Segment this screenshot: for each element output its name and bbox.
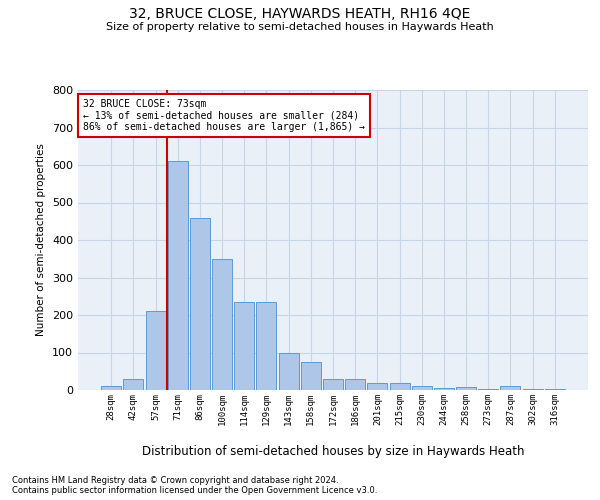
Bar bbox=[478, 389, 498, 390]
Bar bbox=[500, 386, 520, 390]
Bar bbox=[345, 379, 365, 390]
Bar bbox=[523, 389, 542, 390]
Bar bbox=[434, 388, 454, 390]
Bar bbox=[190, 218, 210, 390]
Bar bbox=[545, 389, 565, 390]
Text: Distribution of semi-detached houses by size in Haywards Heath: Distribution of semi-detached houses by … bbox=[142, 444, 524, 458]
Y-axis label: Number of semi-detached properties: Number of semi-detached properties bbox=[37, 144, 46, 336]
Bar bbox=[256, 302, 277, 390]
Bar bbox=[168, 161, 188, 390]
Text: Contains public sector information licensed under the Open Government Licence v3: Contains public sector information licen… bbox=[12, 486, 377, 495]
Bar bbox=[389, 383, 410, 390]
Text: Contains HM Land Registry data © Crown copyright and database right 2024.: Contains HM Land Registry data © Crown c… bbox=[12, 476, 338, 485]
Bar bbox=[101, 386, 121, 390]
Bar bbox=[301, 362, 321, 390]
Bar bbox=[367, 383, 388, 390]
Bar bbox=[412, 386, 432, 390]
Bar bbox=[234, 302, 254, 390]
Text: 32, BRUCE CLOSE, HAYWARDS HEATH, RH16 4QE: 32, BRUCE CLOSE, HAYWARDS HEATH, RH16 4Q… bbox=[130, 8, 470, 22]
Bar bbox=[124, 379, 143, 390]
Bar bbox=[278, 352, 299, 390]
Text: Size of property relative to semi-detached houses in Haywards Heath: Size of property relative to semi-detach… bbox=[106, 22, 494, 32]
Bar bbox=[212, 259, 232, 390]
Bar bbox=[146, 311, 166, 390]
Bar bbox=[323, 379, 343, 390]
Bar bbox=[456, 387, 476, 390]
Text: 32 BRUCE CLOSE: 73sqm
← 13% of semi-detached houses are smaller (284)
86% of sem: 32 BRUCE CLOSE: 73sqm ← 13% of semi-deta… bbox=[83, 99, 365, 132]
